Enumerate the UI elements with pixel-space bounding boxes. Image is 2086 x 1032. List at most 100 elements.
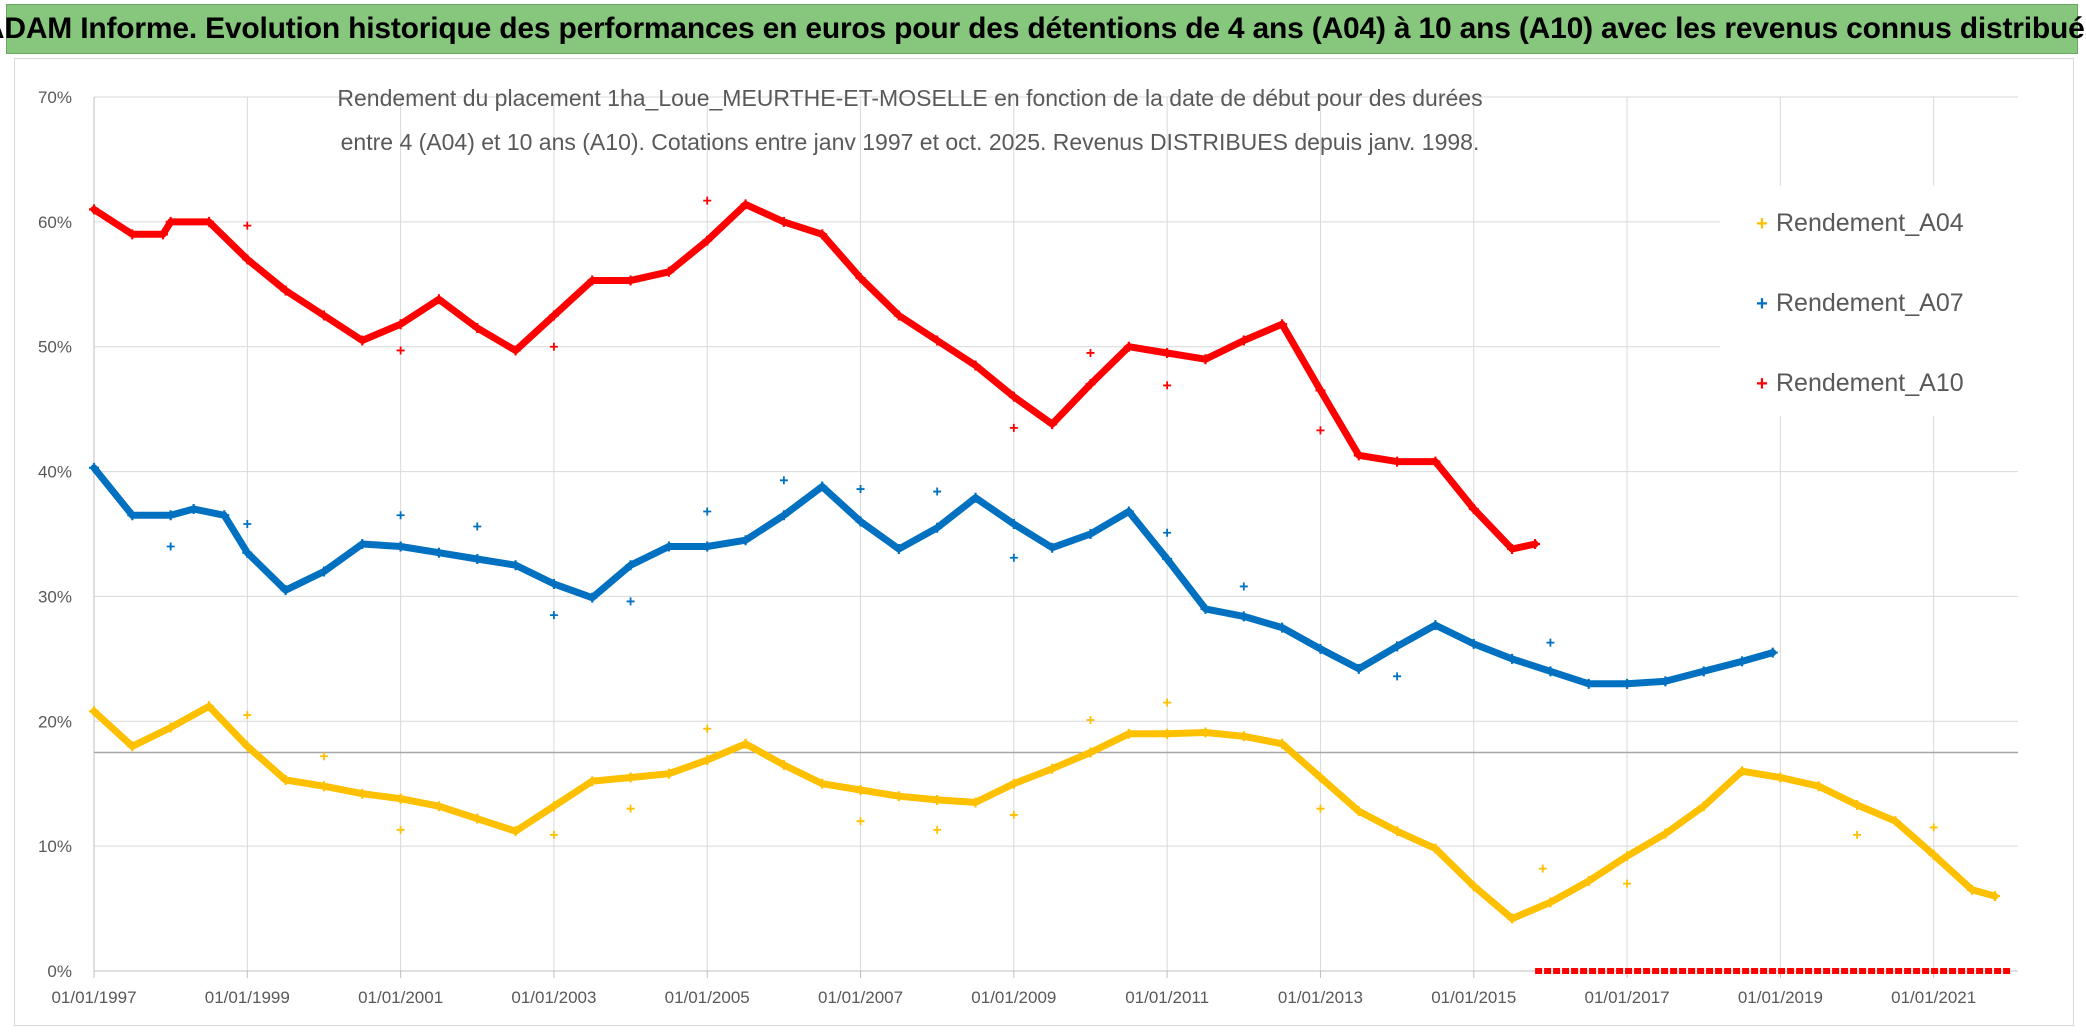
data-point-a04 [1990,891,2000,902]
data-point-a10 [1123,341,1134,352]
data-point-a07 [1507,653,1518,664]
data-point-a04 [817,778,828,789]
legend-label-a10: Rendement_A10 [1776,369,1964,397]
data-point-a10 [855,273,866,284]
x-tick-label: 01/01/2003 [511,988,596,1007]
axes: 0% 10% 20% 30% 40% 50% 60% 70% 01/01/1997 01/01/1… [38,88,2018,1007]
data-point-a10 [587,275,598,286]
data-point-a04 [855,784,866,795]
data-point-a10 [433,294,444,305]
y-tick-label: 30% [38,587,72,606]
data-point-a10 [395,319,406,330]
data-point-a10 [127,229,138,240]
data-point-a07 [932,522,943,533]
data-point-a10 [970,360,981,371]
outlier-point-a10 [1316,426,1325,435]
data-point-a04 [357,788,368,799]
outlier-point-a07 [856,485,865,494]
data-point-a10 [242,254,253,265]
data-point-a07 [1468,638,1479,649]
data-point-a04 [1967,884,1978,895]
data-point-a07 [1047,542,1058,553]
outlier-point-a07 [626,597,635,606]
data-point-a10 [1047,419,1058,430]
outlier-point-a04 [1086,716,1095,725]
data-point-a04 [280,774,291,785]
legend-background [1720,186,2030,416]
x-tick-label: 01/01/2015 [1431,988,1516,1007]
data-point-a04 [89,706,99,717]
data-point-a04 [127,741,138,752]
data-point-a10 [1277,319,1288,330]
data-point-a10 [1162,347,1173,358]
data-point-a10 [165,216,176,227]
outlier-point-a10 [1009,423,1018,432]
data-point-a07 [1238,611,1249,622]
data-point-a10 [472,322,483,333]
outlier-point-a04 [703,724,712,733]
data-point-a10 [1392,456,1403,467]
outlier-point-a04 [319,752,328,761]
data-point-a10 [1353,450,1364,461]
data-point-a07 [1767,647,1778,658]
data-point-a07 [219,510,230,521]
x-tick-label: 01/01/2017 [1585,988,1670,1007]
outlier-point-a10 [396,346,405,355]
data-point-a04 [1890,816,1901,827]
outlier-point-a04 [1623,879,1632,888]
data-point-a04 [1085,747,1096,758]
outlier-point-a10 [703,196,712,205]
outlier-point-a07 [933,487,942,496]
data-point-a04 [740,738,751,749]
data-point-a07 [242,547,253,558]
data-point-a07 [1085,529,1096,539]
data-point-a10 [1430,456,1441,467]
outlier-point-a04 [856,817,865,826]
outlier-point-a04 [396,825,405,834]
data-point-a04 [318,781,329,792]
y-tick-label: 60% [38,213,72,232]
data-point-a04 [587,776,598,787]
data-point-a10 [510,345,521,356]
data-point-a04 [510,826,521,837]
outlier-point-a04 [243,711,252,720]
data-point-a07 [433,547,444,558]
x-tick-label: 01/01/2007 [818,988,903,1007]
chart-title-line-1: Rendement du placement 1ha_Loue_MEURTHE-… [337,85,1482,111]
outlier-point-a07 [1009,553,1018,562]
x-tick-label: 01/01/2021 [1891,988,1976,1007]
data-point-a07 [625,560,636,571]
outlier-point-a07 [166,542,175,551]
data-point-a07 [280,585,291,596]
data-point-a07 [1660,676,1671,687]
data-point-a04 [1852,799,1863,810]
data-point-a10 [740,199,751,210]
data-point-a10 [1530,538,1541,549]
data-point-a07 [472,553,483,564]
data-point-a10 [203,216,214,227]
data-point-a04 [1622,851,1633,862]
data-point-a04 [165,722,176,733]
data-point-a07 [855,516,866,527]
data-point-a07 [970,492,981,503]
outlier-point-a07 [1163,528,1172,537]
data-point-a04 [1238,731,1249,742]
data-point-a10 [702,235,713,246]
series-a10 [89,196,2011,974]
data-point-a04 [1200,727,1211,738]
data-point-a10 [625,275,636,286]
data-point-a07 [318,566,329,577]
outlier-point-a04 [1163,698,1172,707]
data-point-a07 [1392,641,1403,652]
x-tick-label: 01/01/2013 [1278,988,1363,1007]
series-a07 [89,462,1778,689]
data-point-a07 [127,510,138,521]
data-point-a10 [89,204,99,215]
data-point-a10 [893,310,904,321]
data-point-a07 [702,541,713,552]
legend-marker-a07: + [1756,293,1768,315]
data-point-a04 [1737,766,1748,777]
data-point-a04 [1507,913,1518,924]
data-point-a10 [1315,385,1326,396]
data-point-a04 [472,813,483,824]
